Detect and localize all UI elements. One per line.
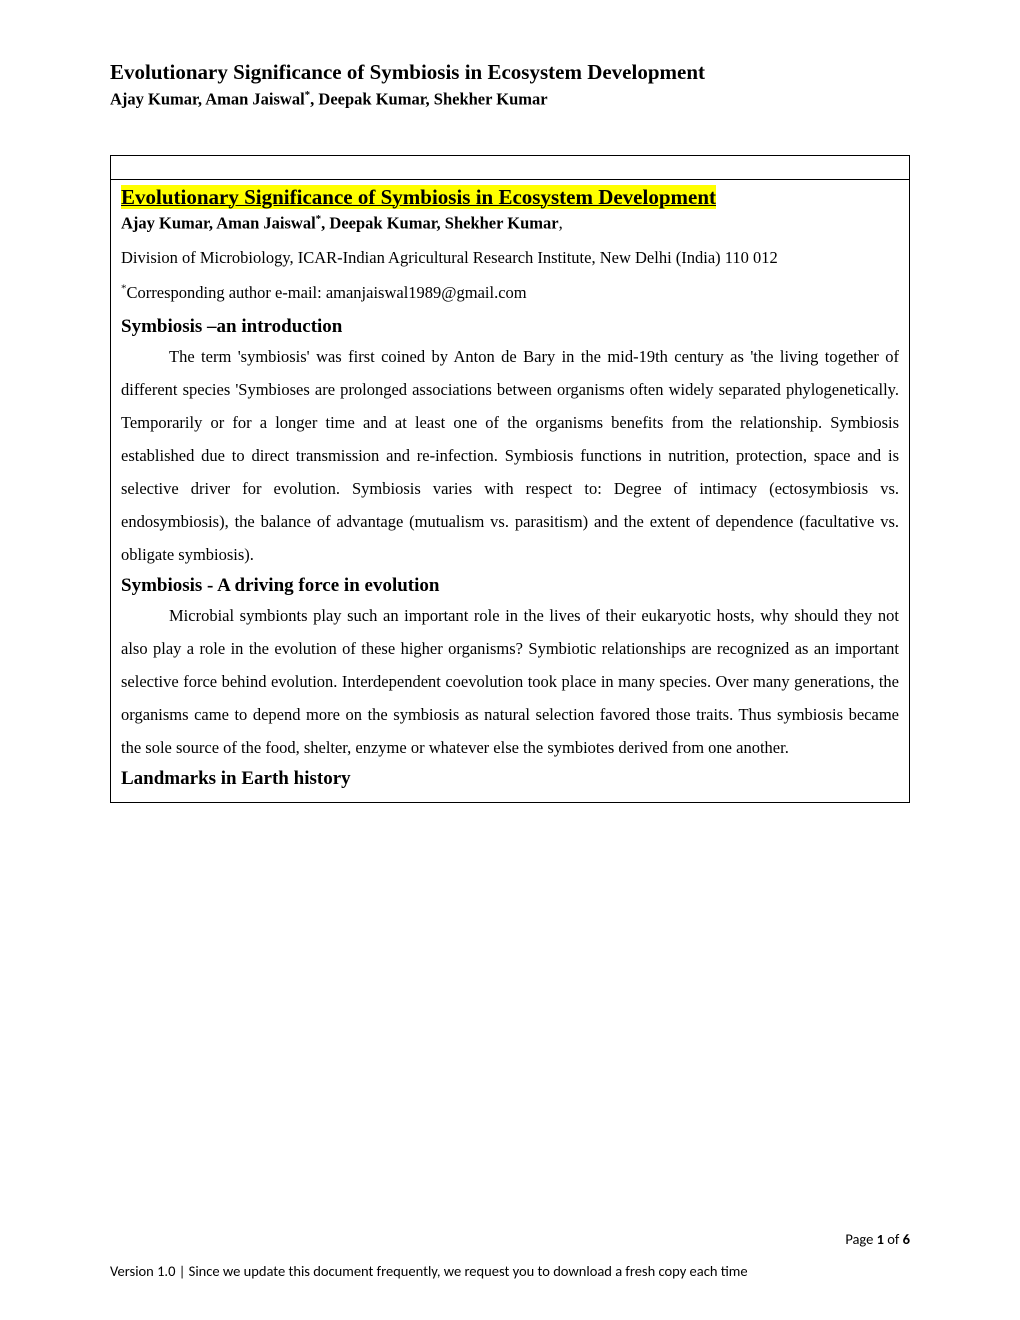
section-body-1: The term 'symbiosis' was first coined by… — [121, 340, 899, 571]
box-authors: Ajay Kumar, Aman Jaiswal*, Deepak Kumar,… — [121, 213, 899, 234]
corresponding-text: Corresponding author e-mail: amanjaiswal… — [127, 283, 527, 302]
box-authors-part2: , Deepak Kumar, Shekher Kumar — [321, 213, 558, 232]
page-label: Page — [845, 1230, 876, 1248]
content-box: Evolutionary Significance of Symbiosis i… — [110, 155, 910, 803]
affiliation-text: Division of Microbiology, ICAR-Indian Ag… — [121, 241, 899, 274]
authors-text-part2: , Deepak Kumar, Shekher Kumar — [310, 90, 547, 109]
page-number: Page 1 of 6 — [110, 1230, 910, 1248]
highlighted-title-wrapper: Evolutionary Significance of Symbiosis i… — [121, 184, 899, 211]
page-header-title: Evolutionary Significance of Symbiosis i… — [110, 60, 910, 85]
page-of: of — [884, 1230, 903, 1248]
box-header-spacer — [111, 156, 909, 180]
page-current: 1 — [877, 1230, 884, 1248]
page-footer: Page 1 of 6 Version 1.0 | Since we updat… — [110, 1230, 910, 1280]
corresponding-author: *Corresponding author e-mail: amanjaiswa… — [121, 278, 899, 308]
box-content: Evolutionary Significance of Symbiosis i… — [111, 180, 909, 802]
section-heading-2: Symbiosis - A driving force in evolution — [121, 575, 899, 597]
version-text: Version 1.0 | Since we update this docum… — [110, 1262, 910, 1280]
box-authors-trailing: , — [559, 213, 563, 232]
box-authors-part1: Ajay Kumar, Aman Jaiswal — [121, 213, 316, 232]
page-total: 6 — [903, 1230, 910, 1248]
section-heading-3: Landmarks in Earth history — [121, 768, 899, 790]
section-heading-1: Symbiosis –an introduction — [121, 316, 899, 338]
highlighted-title: Evolutionary Significance of Symbiosis i… — [121, 185, 716, 209]
section-body-2: Microbial symbionts play such an importa… — [121, 599, 899, 764]
authors-text-part1: Ajay Kumar, Aman Jaiswal — [110, 90, 305, 109]
page-header-authors: Ajay Kumar, Aman Jaiswal*, Deepak Kumar,… — [110, 89, 910, 110]
